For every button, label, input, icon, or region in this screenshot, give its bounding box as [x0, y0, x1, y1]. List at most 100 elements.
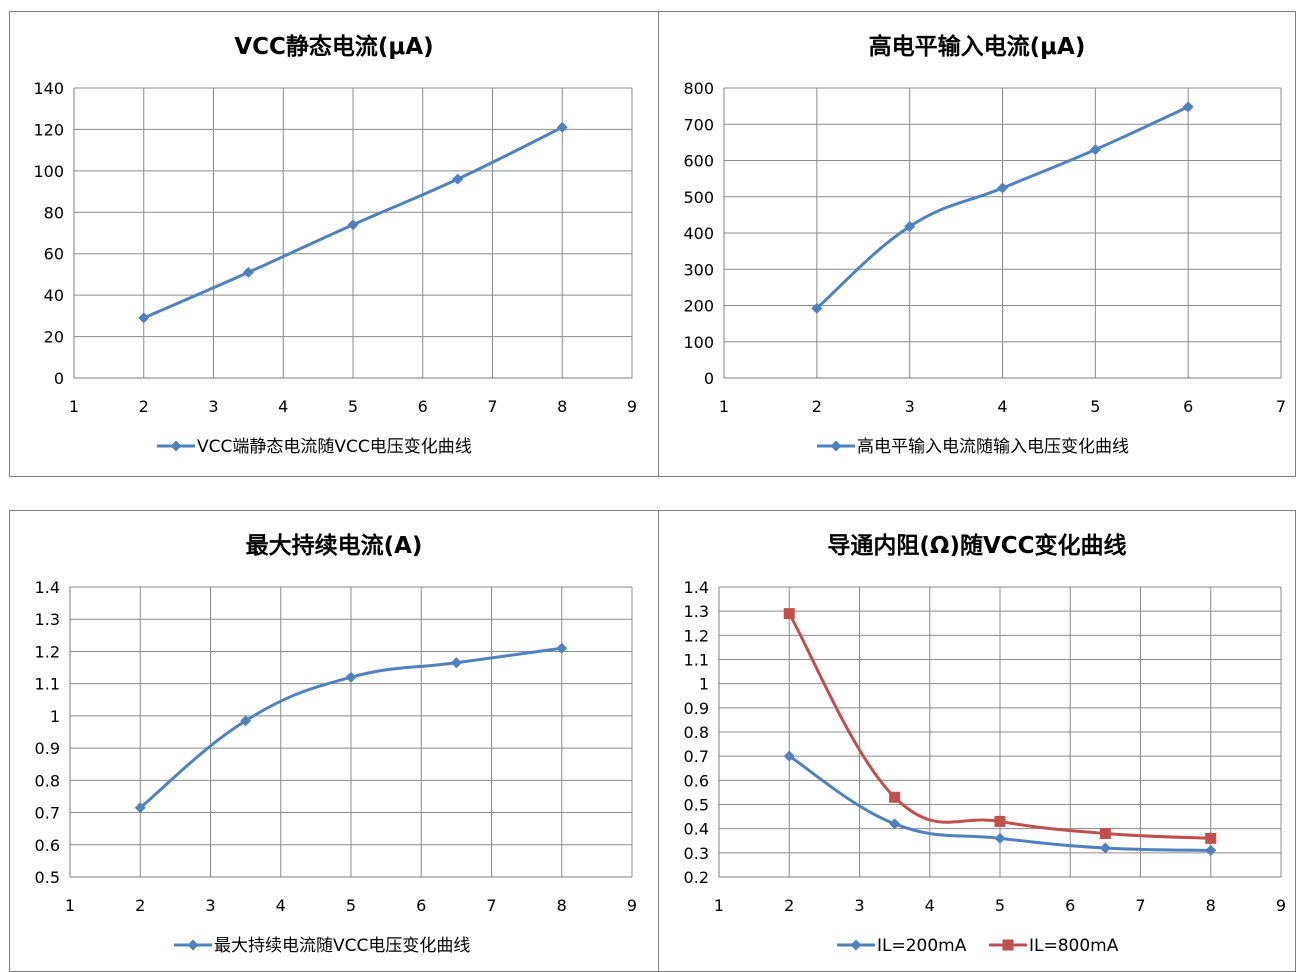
x-tick-label: 3 [208, 397, 218, 416]
y-tick-label: 800 [683, 79, 714, 98]
y-tick-label: 1.4 [684, 578, 709, 597]
y-tick-label: 1 [699, 675, 709, 694]
y-tick-label: 0.6 [35, 836, 60, 855]
data-point [242, 266, 254, 278]
x-tick-label: 2 [139, 397, 149, 416]
gridlines [69, 586, 633, 878]
y-tick-label: 0.7 [35, 804, 60, 823]
chart-panel-vcc-quiescent-current: VCC静态电流(μA) 0 20 40 60 80 100 120 140 1 2 3 4 5 6 7 8 9 VC… [9, 11, 659, 477]
legend-label: 高电平输入电流随输入电压变化曲线 [857, 437, 1129, 457]
data-point [138, 312, 150, 324]
data-point [1182, 101, 1194, 113]
series-IL=200mA [783, 750, 1217, 856]
y-tick-label: 1.1 [684, 651, 709, 670]
y-tick-label: 0.9 [684, 699, 709, 718]
x-tick-label: 8 [557, 896, 567, 915]
y-tick-label: 40 [44, 286, 64, 305]
data-point [1089, 144, 1101, 156]
legend-item: 高电平输入电流随输入电压变化曲线 [817, 437, 1129, 457]
y-tick-label: 0.5 [35, 868, 60, 887]
y-tick-label: 1.4 [35, 578, 60, 597]
chart-panel-on-resistance: 导通内阻(Ω)随VCC变化曲线 0.2 0.3 0.4 0.5 0.6 0.7 0.8 0.9 1… [658, 510, 1296, 972]
legend: IL=200mA IL=800mA [837, 936, 1119, 956]
legend-item: 最大持续电流随VCC电压变化曲线 [174, 936, 470, 956]
y-tick-label: 1.2 [35, 642, 60, 661]
x-tick-label: 4 [997, 397, 1007, 416]
data-point [904, 220, 916, 232]
x-tick-label: 1 [714, 896, 724, 915]
series-IL=800mA [783, 608, 1217, 844]
data-point [1099, 842, 1111, 854]
y-tick-label: 80 [44, 203, 64, 222]
y-tick-label: 700 [683, 115, 714, 134]
legend-label: IL=800mA [1029, 936, 1119, 956]
series-VCC端静态电流随VCC电压变化曲线 [138, 121, 568, 324]
x-tick-label: 5 [346, 896, 356, 915]
x-tick-label: 2 [784, 896, 794, 915]
x-tick-label: 9 [627, 397, 637, 416]
y-tick-label: 0 [54, 369, 64, 388]
x-tick-label: 6 [1183, 397, 1193, 416]
chart-panel-high-level-input-current: 高电平输入电流(μA) 0 100 200 300 400 500 600 700 800 1 2 3 4… [658, 11, 1296, 477]
y-tick-label: 120 [33, 120, 64, 139]
data-point [889, 791, 901, 803]
data-point [783, 608, 795, 620]
x-tick-label: 5 [995, 896, 1005, 915]
legend: 高电平输入电流随输入电压变化曲线 [817, 437, 1129, 457]
x-tick-label: 6 [416, 896, 426, 915]
chart-on-resistance: 导通内阻(Ω)随VCC变化曲线 0.2 0.3 0.4 0.5 0.6 0.7 0.8 0.9 1… [684, 532, 1287, 956]
y-tick-label: 60 [44, 245, 64, 264]
x-tick-label: 3 [205, 896, 215, 915]
y-tick-label: 0.9 [35, 739, 60, 758]
y-tick-label: 300 [683, 260, 714, 279]
x-tick-label: 6 [418, 397, 428, 416]
x-tick-label: 5 [1090, 397, 1100, 416]
y-tick-label: 0.6 [684, 771, 709, 790]
x-tick-label: 7 [1135, 896, 1145, 915]
series-line [787, 612, 1211, 840]
chart-high-level-input-current: 高电平输入电流(μA) 0 100 200 300 400 500 600 700 800 1 2 3 4… [683, 33, 1286, 457]
chart-max-continuous-current: 最大持续电流(A) 0.5 0.6 0.7 0.8 0.9 1 1.1 1.2 1.3 1.4 1 2 3… [35, 532, 638, 956]
data-point [556, 121, 568, 133]
y-tick-label: 140 [33, 79, 64, 98]
y-tick-label: 20 [44, 328, 64, 347]
chart-title: 导通内阻(Ω)随VCC变化曲线 [827, 532, 1126, 559]
y-tick-label: 1.3 [684, 602, 709, 621]
chart-vcc-quiescent-current: VCC静态电流(μA) 0 20 40 60 80 100 120 140 1 2 3 4 5 6 7 8 9 VC… [33, 33, 637, 457]
legend-swatch-marker [850, 939, 862, 951]
y-tick-label: 200 [683, 297, 714, 316]
x-tick-label: 4 [276, 896, 286, 915]
x-tick-label: 8 [1206, 896, 1216, 915]
x-tick-label: 1 [719, 397, 729, 416]
y-tick-label: 0.7 [684, 747, 709, 766]
legend-item: IL=200mA [837, 936, 967, 956]
data-point [811, 302, 823, 314]
data-point [556, 642, 568, 654]
data-point [452, 173, 464, 185]
y-tick-label: 0.2 [684, 868, 709, 887]
y-tick-label: 0.5 [684, 796, 709, 815]
data-point [1205, 844, 1217, 856]
data-point [1099, 828, 1111, 839]
legend-swatch-marker [830, 440, 842, 452]
y-tick-label: 1.1 [35, 675, 60, 694]
x-tick-label: 9 [1276, 896, 1286, 915]
x-tick-label: 7 [1276, 397, 1286, 416]
x-tick-label: 1 [69, 397, 79, 416]
x-tick-label: 5 [348, 397, 358, 416]
y-tick-label: 500 [683, 188, 714, 207]
data-point [997, 182, 1008, 194]
legend-label: IL=200mA [877, 936, 967, 956]
data-point [347, 219, 359, 231]
x-tick-label: 1 [65, 896, 75, 915]
gridlines [73, 87, 633, 379]
legend-item: VCC端静态电流随VCC电压变化曲线 [157, 437, 472, 457]
data-point [345, 671, 357, 683]
y-tick-label: 0.8 [35, 771, 60, 790]
y-tick-label: 1.2 [684, 626, 709, 645]
data-point [994, 832, 1006, 844]
x-tick-label: 8 [557, 397, 567, 416]
data-point [1205, 832, 1217, 844]
y-tick-label: 0 [704, 369, 714, 388]
data-point [240, 715, 252, 727]
